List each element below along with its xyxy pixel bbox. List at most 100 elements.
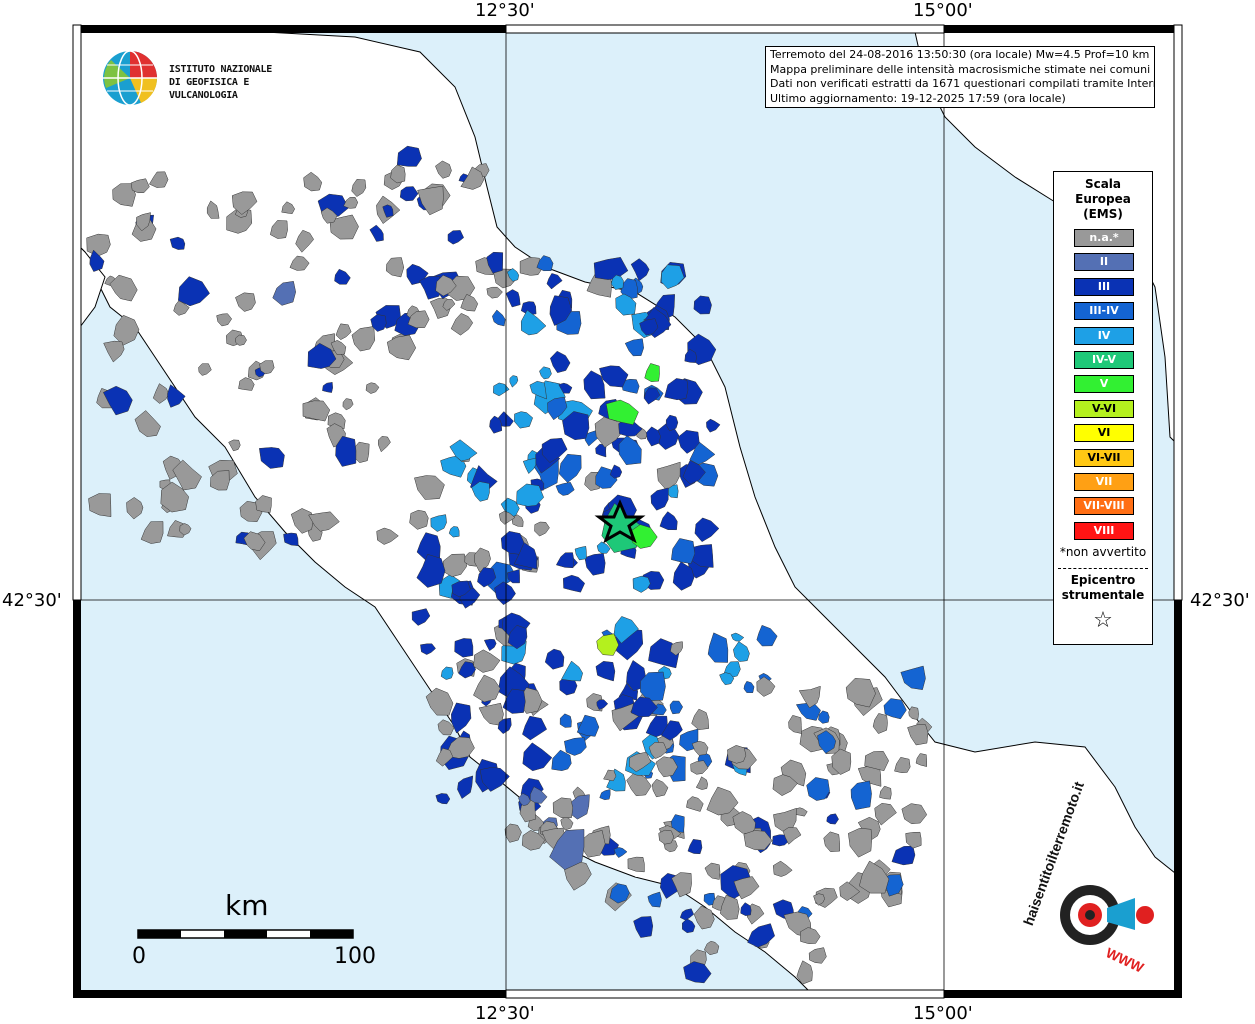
municipality[interactable]	[420, 643, 436, 655]
municipality[interactable]	[813, 893, 825, 906]
municipality[interactable]	[665, 414, 679, 432]
municipality[interactable]	[672, 561, 695, 591]
municipality[interactable]	[651, 778, 669, 798]
municipality[interactable]	[473, 674, 501, 703]
municipality[interactable]	[609, 464, 623, 479]
municipality[interactable]	[552, 797, 574, 819]
municipality[interactable]	[329, 214, 359, 240]
municipality[interactable]	[848, 827, 872, 858]
municipality[interactable]	[529, 786, 548, 804]
municipality[interactable]	[506, 268, 520, 282]
municipality[interactable]	[351, 179, 367, 197]
municipality[interactable]	[457, 775, 474, 799]
municipality[interactable]	[544, 648, 565, 670]
municipality[interactable]	[335, 435, 357, 467]
municipality[interactable]	[683, 961, 712, 984]
municipality[interactable]	[460, 166, 485, 190]
municipality[interactable]	[493, 382, 510, 397]
municipality[interactable]	[238, 377, 255, 391]
municipality[interactable]	[89, 249, 105, 272]
municipality[interactable]	[615, 293, 637, 316]
municipality[interactable]	[684, 348, 697, 363]
municipality[interactable]	[507, 625, 528, 650]
municipality[interactable]	[520, 301, 537, 315]
municipality[interactable]	[320, 207, 338, 224]
municipality[interactable]	[743, 830, 773, 851]
municipality[interactable]	[624, 338, 644, 357]
municipality[interactable]	[289, 255, 310, 271]
municipality[interactable]	[831, 748, 852, 775]
municipality[interactable]	[103, 340, 125, 363]
municipality[interactable]	[477, 567, 497, 588]
municipality[interactable]	[817, 730, 837, 754]
municipality[interactable]	[733, 876, 760, 900]
municipality[interactable]	[691, 740, 709, 756]
municipality[interactable]	[448, 526, 460, 538]
municipality[interactable]	[447, 230, 465, 245]
municipality[interactable]	[743, 681, 755, 693]
municipality[interactable]	[687, 839, 703, 855]
municipality[interactable]	[529, 380, 547, 400]
municipality[interactable]	[707, 632, 729, 663]
municipality[interactable]	[670, 641, 683, 656]
municipality[interactable]	[378, 436, 391, 453]
municipality[interactable]	[695, 776, 708, 790]
municipality[interactable]	[140, 521, 164, 544]
municipality[interactable]	[522, 742, 553, 772]
municipality[interactable]	[704, 862, 721, 880]
municipality[interactable]	[629, 751, 652, 773]
municipality[interactable]	[677, 430, 700, 454]
municipality[interactable]	[660, 720, 683, 741]
municipality[interactable]	[486, 251, 504, 274]
municipality[interactable]	[365, 382, 380, 394]
municipality[interactable]	[730, 632, 745, 642]
municipality[interactable]	[618, 435, 642, 465]
municipality[interactable]	[152, 383, 170, 404]
municipality[interactable]	[522, 715, 548, 741]
municipality[interactable]	[682, 918, 696, 934]
municipality[interactable]	[494, 581, 516, 606]
municipality[interactable]	[502, 688, 526, 714]
municipality[interactable]	[650, 487, 669, 511]
municipality[interactable]	[626, 771, 652, 797]
municipality[interactable]	[435, 274, 457, 297]
municipality[interactable]	[563, 860, 592, 891]
municipality[interactable]	[630, 696, 658, 718]
municipality[interactable]	[492, 309, 506, 327]
municipality[interactable]	[682, 459, 706, 485]
municipality[interactable]	[454, 638, 474, 658]
municipality[interactable]	[458, 661, 476, 679]
municipality[interactable]	[596, 633, 619, 656]
municipality[interactable]	[451, 702, 472, 734]
municipality[interactable]	[411, 608, 431, 626]
municipality[interactable]	[518, 792, 531, 806]
municipality[interactable]	[109, 274, 138, 302]
municipality[interactable]	[322, 382, 333, 393]
municipality[interactable]	[451, 580, 471, 598]
municipality[interactable]	[550, 350, 571, 373]
municipality[interactable]	[235, 334, 247, 346]
municipality[interactable]	[907, 724, 929, 746]
municipality[interactable]	[417, 185, 444, 216]
municipality[interactable]	[407, 310, 430, 329]
municipality[interactable]	[483, 638, 497, 652]
municipality[interactable]	[806, 777, 830, 801]
municipality[interactable]	[555, 552, 575, 569]
municipality[interactable]	[173, 300, 190, 316]
municipality[interactable]	[691, 708, 710, 730]
municipality[interactable]	[850, 780, 872, 810]
municipality[interactable]	[818, 710, 830, 724]
municipality[interactable]	[583, 370, 606, 400]
municipality[interactable]	[112, 183, 136, 207]
municipality[interactable]	[613, 616, 639, 644]
municipality[interactable]	[547, 396, 568, 421]
municipality[interactable]	[690, 760, 709, 775]
municipality[interactable]	[498, 510, 516, 525]
municipality[interactable]	[419, 275, 443, 300]
municipality[interactable]	[486, 286, 503, 299]
municipality[interactable]	[872, 713, 888, 734]
municipality[interactable]	[558, 453, 582, 483]
municipality[interactable]	[727, 745, 747, 764]
municipality[interactable]	[102, 385, 133, 416]
municipality[interactable]	[437, 719, 455, 736]
